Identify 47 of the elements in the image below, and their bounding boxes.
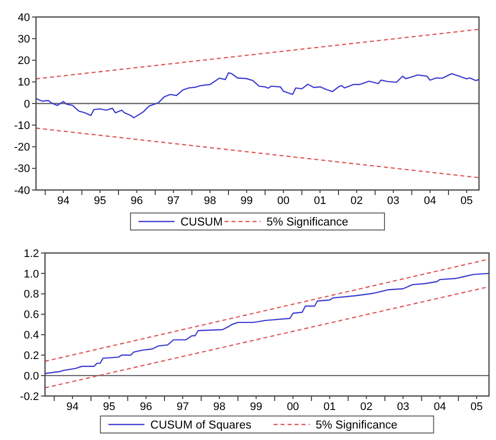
x-tick-label: 04 — [424, 195, 436, 207]
x-tick-label: 94 — [66, 401, 79, 413]
x-tick-label: 96 — [140, 401, 152, 413]
x-tick-label: 95 — [103, 401, 116, 413]
line-series — [35, 72, 480, 118]
x-tick-label: 03 — [387, 195, 400, 207]
x-tick-label: 94 — [57, 195, 70, 207]
x-tick-label: 97 — [167, 195, 180, 207]
x-tick-label: 04 — [434, 401, 446, 413]
x-tick-label: 97 — [176, 401, 189, 413]
y-tick-label: 0.0 — [24, 370, 39, 382]
x-tick-label: 98 — [213, 401, 226, 413]
y-tick-label: 40 — [18, 12, 30, 24]
legend-label: CUSUM — [180, 216, 223, 229]
y-tick-label: 0.6 — [24, 309, 39, 322]
y-tick-label: 20 — [18, 55, 30, 68]
y-tick-label: -10 — [14, 120, 30, 132]
legend-label: 5% Significance — [316, 420, 398, 432]
x-tick-label: 99 — [240, 195, 253, 207]
x-tick-label: 02 — [360, 401, 373, 413]
y-tick-label: 30 — [18, 33, 30, 46]
x-tick-label: 05 — [460, 195, 473, 207]
y-tick-label: 0.4 — [24, 330, 39, 342]
y-tick-label: 1.2 — [24, 248, 39, 260]
y-tick-label: 1.0 — [24, 268, 39, 280]
x-tick-label: 00 — [286, 401, 300, 413]
x-tick-label: 03 — [396, 401, 410, 413]
y-tick-label: 0.8 — [24, 288, 39, 301]
x-tick-label: 99 — [250, 401, 262, 413]
x-tick-label: 96 — [130, 195, 143, 207]
y-tick-label: 0.2 — [24, 350, 39, 362]
y-tick-label: -40 — [14, 184, 30, 197]
y-tick-label: 10 — [18, 76, 30, 89]
x-tick-label: 95 — [94, 195, 106, 207]
x-tick-label: 05 — [470, 401, 483, 413]
line-series — [44, 272, 490, 374]
x-tick-label: 02 — [350, 195, 363, 207]
x-tick-label: 98 — [204, 195, 216, 207]
y-tick-label: 0 — [24, 98, 30, 110]
y-tick-label: -0.2 — [20, 390, 39, 403]
y-tick-label: -20 — [14, 142, 30, 154]
x-tick-label: 01 — [324, 401, 336, 413]
x-tick-label: 00 — [277, 195, 290, 207]
y-tick-label: -30 — [14, 163, 30, 176]
legend-label: 5% Significance — [266, 216, 348, 229]
x-tick-label: 01 — [314, 195, 326, 207]
legend-label: CUSUM of Squares — [150, 420, 252, 432]
